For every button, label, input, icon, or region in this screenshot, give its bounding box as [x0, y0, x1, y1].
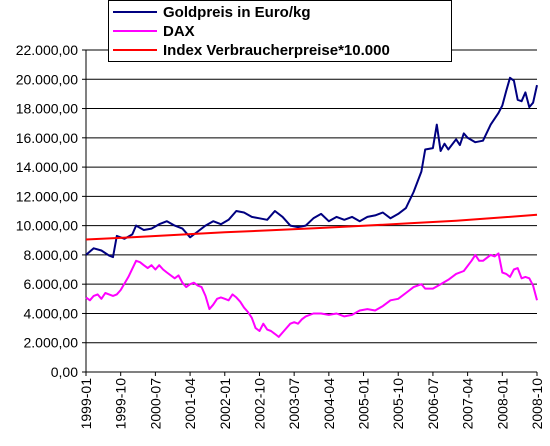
y-tick-label: 16.000,00 [16, 130, 78, 146]
legend-label-cpi: Index Verbraucherpreise*10.000 [163, 41, 390, 59]
y-tick-label: 8.000,00 [24, 247, 79, 263]
x-tick-label: 2006-07 [425, 378, 441, 430]
series-line-cpi [85, 213, 538, 241]
legend-item-gold: Goldpreis in Euro/kg [113, 3, 311, 21]
x-tick-label: 2001-04 [182, 378, 198, 430]
x-tick-label: 2008-10 [529, 378, 545, 430]
y-tick-label: 14.000,00 [16, 159, 78, 175]
x-tick-label: 2005-10 [390, 378, 406, 430]
x-tick-label: 2007-04 [460, 378, 476, 430]
y-tick-label: 20.000,00 [16, 71, 78, 87]
y-tick-label: 4.000,00 [24, 305, 79, 321]
x-tick-label: 2005-01 [356, 378, 372, 430]
legend-item-cpi: Index Verbraucherpreise*10.000 [113, 41, 390, 59]
y-tick-label: 10.000,00 [16, 218, 78, 234]
series-lines [85, 76, 538, 338]
y-tick-label: 6.000,00 [24, 276, 79, 292]
legend-swatch-dax [113, 30, 157, 32]
y-tick-label: 12.000,00 [16, 188, 78, 204]
series-line-gold [85, 76, 538, 259]
legend-item-dax: DAX [113, 22, 195, 40]
y-tick-label: 2.000,00 [24, 335, 79, 351]
grid-lines [82, 49, 537, 373]
series-line-dax [85, 252, 538, 338]
legend-swatch-gold [113, 11, 157, 13]
x-tick-label: 2004-04 [321, 378, 337, 430]
x-tick-label: 2000-07 [147, 378, 163, 430]
x-tick-label: 2008-01 [494, 378, 510, 430]
x-tick-label: 2002-10 [251, 378, 267, 430]
legend: Goldpreis in Euro/kg DAX Index Verbrauch… [108, 0, 452, 62]
x-tick-label: 1999-10 [113, 378, 129, 430]
y-tick-label: 0,00 [51, 364, 78, 380]
legend-swatch-cpi [113, 49, 157, 51]
axes [85, 50, 538, 376]
x-tick-label: 2002-01 [217, 378, 233, 430]
x-tick-label: 1999-01 [78, 378, 94, 430]
y-tick-label: 18.000,00 [16, 101, 78, 117]
legend-label-gold: Goldpreis in Euro/kg [163, 3, 311, 21]
legend-label-dax: DAX [163, 22, 195, 40]
x-tick-labels: 1999-01 1999-10 2000-07 2001-04 2002-01 2002-… [78, 378, 545, 430]
x-tick-label: 2003-07 [286, 378, 302, 430]
y-tick-labels: 0,00 2.000,00 4.000,00 6.000,00 8.000,00 10.0… [16, 42, 79, 380]
y-tick-label: 22.000,00 [16, 42, 78, 58]
